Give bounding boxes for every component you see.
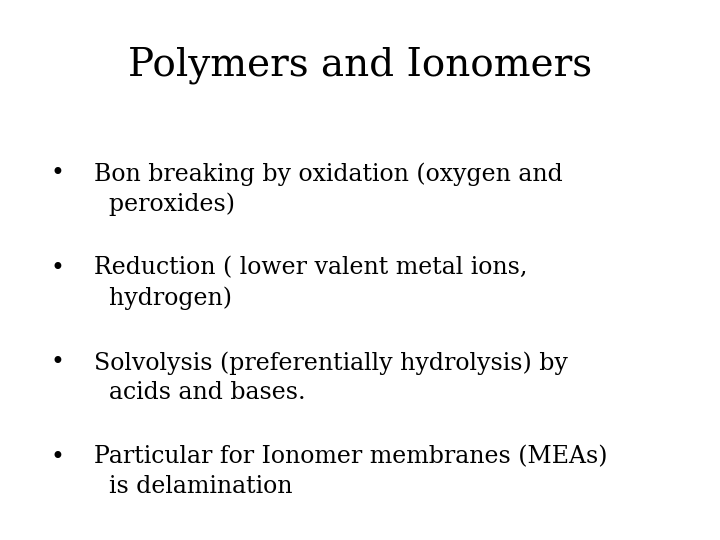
Text: •: • <box>50 162 64 185</box>
Text: Bon breaking by oxidation (oxygen and
  peroxides): Bon breaking by oxidation (oxygen and pe… <box>94 162 562 215</box>
Text: Particular for Ionomer membranes (MEAs)
  is delamination: Particular for Ionomer membranes (MEAs) … <box>94 446 607 498</box>
Text: •: • <box>50 446 64 469</box>
Text: Solvolysis (preferentially hydrolysis) by
  acids and bases.: Solvolysis (preferentially hydrolysis) b… <box>94 351 567 404</box>
Text: •: • <box>50 351 64 374</box>
Text: Reduction ( lower valent metal ions,
  hydrogen): Reduction ( lower valent metal ions, hyd… <box>94 256 527 309</box>
Text: Polymers and Ionomers: Polymers and Ionomers <box>128 46 592 84</box>
Text: •: • <box>50 256 64 280</box>
